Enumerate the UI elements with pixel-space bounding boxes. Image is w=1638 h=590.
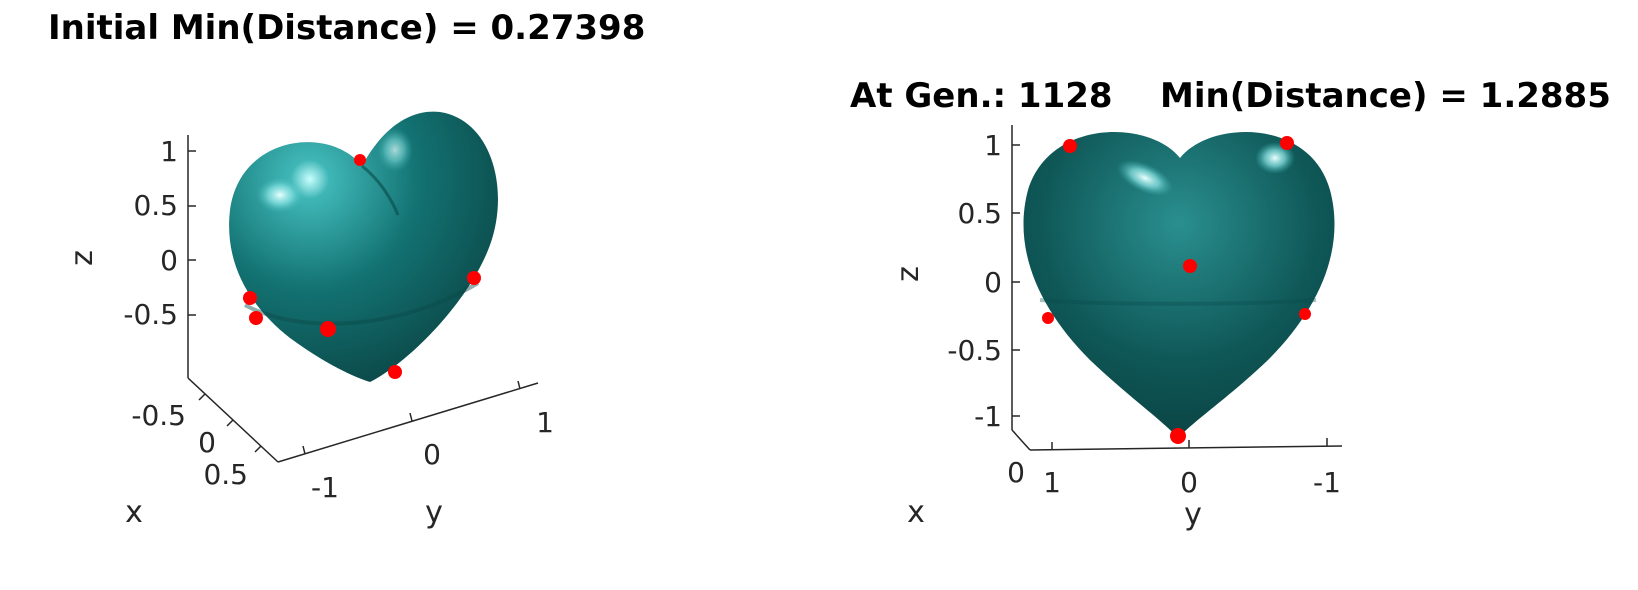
left-z-tick-label: 0 — [160, 244, 178, 277]
right-markers — [1042, 136, 1311, 444]
right-chart-title-min-distance: Min(Distance) = 1.2885 — [1160, 76, 1611, 116]
left-y-axis-label: y — [425, 495, 443, 530]
right-y-tick-label: 1 — [1043, 466, 1061, 499]
left-x-tick-label: -0.5 — [131, 399, 186, 432]
marker-point — [249, 311, 263, 325]
right-y-axis-line — [1029, 445, 1343, 451]
left-markers — [243, 154, 481, 379]
marker-point — [354, 154, 366, 166]
right-z-tick-label: -1 — [974, 400, 1002, 433]
left-z-tick-label: -0.5 — [123, 298, 178, 331]
right-z-tick-label: 0.5 — [957, 197, 1002, 230]
marker-point — [243, 291, 257, 305]
right-z-axis-label: z — [891, 266, 926, 282]
right-y-tick-label: -1 — [1313, 466, 1341, 499]
left-y-tick-label: -1 — [311, 471, 339, 504]
right-x-axis-label: x — [907, 495, 925, 530]
left-y-tick-label: 1 — [536, 406, 554, 439]
marker-point — [1042, 312, 1054, 324]
left-y-axis-line — [277, 382, 539, 463]
right-heart-surface — [1023, 131, 1335, 438]
marker-point — [1183, 259, 1197, 273]
marker-point — [467, 271, 481, 285]
right-chart-title-generation: At Gen.: 1128 — [850, 76, 1113, 116]
right-y-axis-label: y — [1184, 497, 1202, 532]
marker-point — [1280, 136, 1294, 150]
left-x-tick-label: 0.5 — [203, 458, 248, 491]
marker-point — [1299, 308, 1311, 320]
right-z-tick-label: 0 — [984, 266, 1002, 299]
marker-point — [1063, 139, 1077, 153]
right-x-axis-line — [1011, 429, 1031, 451]
left-x-tick-label: 0 — [198, 426, 216, 459]
left-heart-surface — [229, 111, 498, 382]
left-y-tick-label: 0 — [423, 438, 441, 471]
left-chart-title: Initial Min(Distance) = 0.27398 — [48, 8, 646, 48]
right-x-tick-label: 0 — [1007, 456, 1025, 489]
right-z-tick-label: -0.5 — [947, 334, 1002, 367]
left-x-axis-label: x — [125, 495, 143, 530]
marker-point — [1170, 428, 1186, 444]
right-z-tick-label: 1 — [984, 129, 1002, 162]
right-y-tick-label: 0 — [1180, 466, 1198, 499]
left-z-axis-label: z — [65, 250, 100, 266]
marker-point — [388, 365, 402, 379]
left-z-tick-label: 1 — [160, 135, 178, 168]
left-z-tick-label: 0.5 — [133, 189, 178, 222]
right-plot: 1 0.5 0 -0.5 -1 z 0 x 1 0 -1 y — [891, 125, 1343, 532]
left-plot: 1 0.5 0 -0.5 z -0.5 0 0.5 x -1 0 1 y — [65, 111, 554, 530]
marker-point — [320, 321, 336, 337]
